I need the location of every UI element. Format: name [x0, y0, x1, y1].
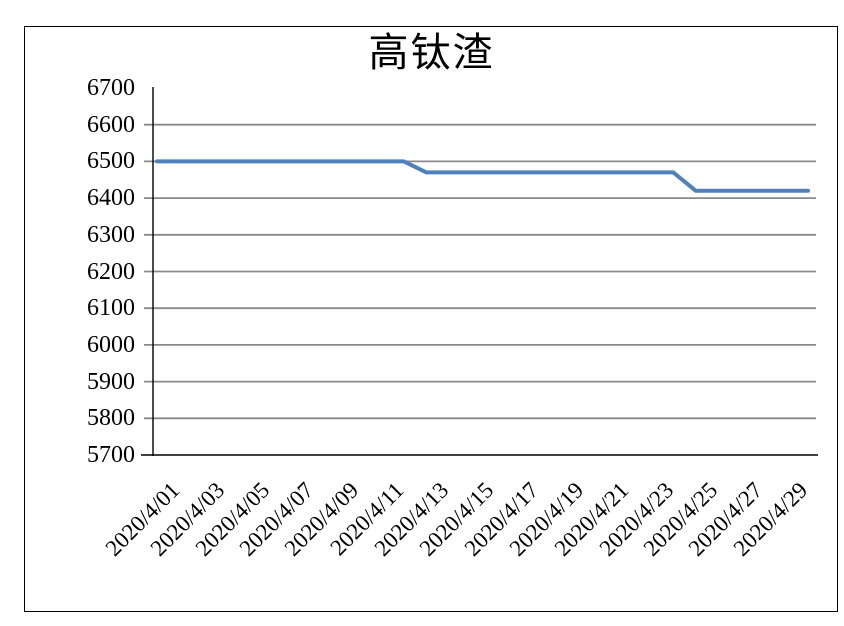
chart-border: [24, 26, 838, 612]
data-line-series: [155, 159, 810, 193]
y-axis-tick-label: 6600: [87, 111, 135, 138]
y-axis-tick-label: 6000: [87, 331, 135, 358]
y-axis-tick-label: 6700: [87, 75, 135, 101]
y-axis-tick-label: 6300: [87, 221, 135, 248]
y-axis-tick-label: 6500: [87, 148, 135, 175]
y-axis-tick-label: 5900: [87, 368, 135, 395]
chart-title: 高钛渣: [368, 30, 495, 75]
y-axis-tick-label: 6400: [87, 185, 135, 212]
y-axis-tick-label: 5700: [87, 442, 135, 468]
y-axis-tick-label: 6100: [87, 295, 135, 322]
y-axis-tick-label: 5800: [87, 405, 135, 432]
y-axis-tick-label: 6200: [87, 258, 135, 285]
